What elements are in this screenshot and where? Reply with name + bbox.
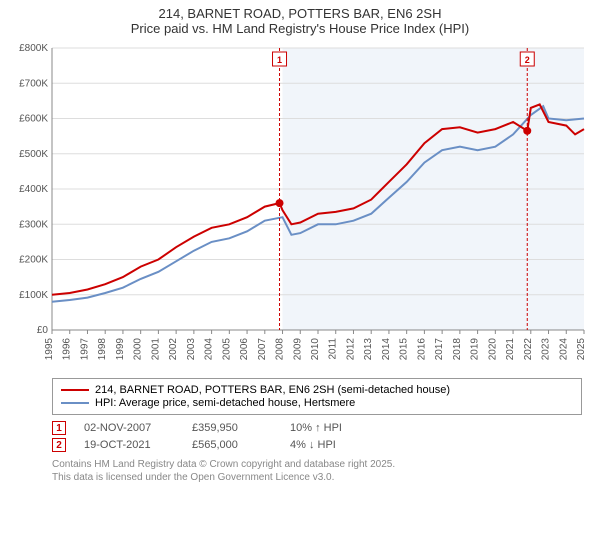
- svg-text:2000: 2000: [133, 338, 144, 361]
- svg-text:2004: 2004: [204, 338, 215, 361]
- line-chart: £0 £100K £200K £300K £400K £500K £600K £700K £80…: [8, 42, 592, 372]
- svg-text:1999: 1999: [115, 338, 126, 361]
- svg-text:2: 2: [525, 55, 530, 65]
- svg-text:2021: 2021: [505, 338, 516, 361]
- svg-text:2015: 2015: [399, 338, 410, 361]
- legend-item: HPI: Average price, semi-detached house,…: [61, 397, 573, 409]
- legend-swatch: [61, 389, 89, 391]
- svg-text:2009: 2009: [292, 338, 303, 361]
- svg-text:2023: 2023: [541, 338, 552, 361]
- svg-text:2019: 2019: [470, 338, 481, 361]
- legend-item: 214, BARNET ROAD, POTTERS BAR, EN6 2SH (…: [61, 384, 573, 396]
- svg-text:£300K: £300K: [19, 219, 48, 230]
- svg-text:2018: 2018: [452, 338, 463, 361]
- svg-text:2020: 2020: [487, 338, 498, 361]
- svg-text:2001: 2001: [150, 338, 161, 361]
- svg-text:1995: 1995: [44, 338, 55, 361]
- svg-text:2008: 2008: [275, 338, 286, 361]
- svg-text:2003: 2003: [186, 338, 197, 361]
- footer-line: This data is licensed under the Open Gov…: [52, 471, 582, 484]
- chart-container: 214, BARNET ROAD, POTTERS BAR, EN6 2SH P…: [0, 0, 600, 560]
- svg-text:2002: 2002: [168, 338, 179, 361]
- marker-price: £359,950: [192, 422, 272, 434]
- title-block: 214, BARNET ROAD, POTTERS BAR, EN6 2SH P…: [0, 0, 600, 38]
- svg-text:1997: 1997: [79, 338, 90, 361]
- marker-row: 2 19-OCT-2021 £565,000 4% ↓ HPI: [52, 438, 582, 452]
- svg-text:£600K: £600K: [19, 114, 48, 125]
- svg-text:£500K: £500K: [19, 149, 48, 160]
- svg-text:2007: 2007: [257, 338, 268, 361]
- svg-text:2024: 2024: [558, 338, 569, 361]
- svg-text:1: 1: [277, 55, 282, 65]
- marker-delta: 10% ↑ HPI: [290, 422, 380, 434]
- marker-number-box: 2: [52, 438, 66, 452]
- svg-text:£400K: £400K: [19, 184, 48, 195]
- svg-text:1996: 1996: [62, 338, 73, 361]
- svg-text:2022: 2022: [523, 338, 534, 361]
- marker-delta: 4% ↓ HPI: [290, 439, 380, 451]
- svg-text:2016: 2016: [416, 338, 427, 361]
- svg-text:2011: 2011: [328, 338, 339, 360]
- title-subtitle: Price paid vs. HM Land Registry's House …: [0, 21, 600, 36]
- chart-area: £0 £100K £200K £300K £400K £500K £600K £700K £80…: [8, 42, 592, 372]
- marker-date: 02-NOV-2007: [84, 422, 174, 434]
- svg-text:2005: 2005: [221, 338, 232, 361]
- svg-text:2012: 2012: [345, 338, 356, 361]
- footer: Contains HM Land Registry data © Crown c…: [52, 458, 582, 484]
- legend-swatch: [61, 402, 89, 404]
- legend-label: 214, BARNET ROAD, POTTERS BAR, EN6 2SH (…: [95, 384, 450, 396]
- svg-text:1998: 1998: [97, 338, 108, 361]
- svg-text:2006: 2006: [239, 338, 250, 361]
- marker-number-box: 1: [52, 421, 66, 435]
- marker-row: 1 02-NOV-2007 £359,950 10% ↑ HPI: [52, 421, 582, 435]
- svg-text:£0: £0: [37, 325, 49, 336]
- marker-date: 19-OCT-2021: [84, 439, 174, 451]
- svg-text:£100K: £100K: [19, 290, 48, 301]
- svg-text:£800K: £800K: [19, 43, 48, 54]
- marker-price: £565,000: [192, 439, 272, 451]
- svg-text:£700K: £700K: [19, 78, 48, 89]
- title-address: 214, BARNET ROAD, POTTERS BAR, EN6 2SH: [0, 6, 600, 21]
- svg-text:2017: 2017: [434, 338, 445, 361]
- legend: 214, BARNET ROAD, POTTERS BAR, EN6 2SH (…: [52, 378, 582, 415]
- footer-line: Contains HM Land Registry data © Crown c…: [52, 458, 582, 471]
- svg-text:£200K: £200K: [19, 255, 48, 266]
- marker-table: 1 02-NOV-2007 £359,950 10% ↑ HPI 2 19-OC…: [52, 421, 582, 452]
- svg-text:2014: 2014: [381, 338, 392, 361]
- svg-text:2010: 2010: [310, 338, 321, 361]
- svg-text:2025: 2025: [576, 338, 587, 361]
- legend-label: HPI: Average price, semi-detached house,…: [95, 397, 355, 409]
- svg-text:2013: 2013: [363, 338, 374, 361]
